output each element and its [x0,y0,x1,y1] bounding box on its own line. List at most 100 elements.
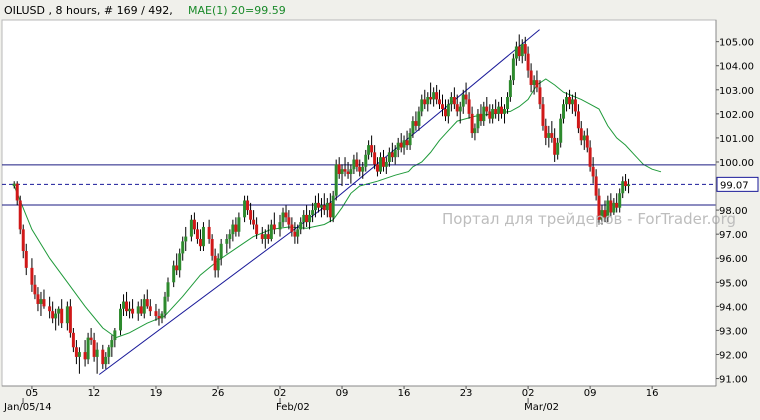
candle-body [24,251,28,268]
candle-body [621,181,625,194]
candle [600,205,604,225]
candle [458,101,462,124]
candle-body [423,99,427,105]
y-tick-label: 104.00 [719,62,754,73]
candle [449,92,453,112]
candle [550,121,554,143]
candle-body [302,214,306,223]
candle-body [449,97,453,105]
y-tick-label: 102.00 [719,110,754,121]
candle [42,289,46,309]
candle [399,133,403,153]
x-tick-label: 23 [460,388,473,399]
candle-body [154,311,158,316]
indicator-label: MAE(1) 20=99.59 [188,4,286,17]
candle [305,205,309,227]
candle-body [234,224,238,232]
candle-body [405,140,409,146]
candle [30,258,34,292]
candle-body [568,97,572,105]
candle-body [361,166,365,172]
x-tick-label: 09 [336,388,349,399]
candle-body [266,234,270,239]
candle-body [281,212,285,223]
candle [113,328,117,348]
ma-line [13,78,662,339]
candle-body [136,306,140,314]
candle [370,135,374,158]
candle [609,193,613,218]
candle-body [110,340,114,348]
candle [340,164,344,187]
candle-body [263,234,267,239]
candle [311,202,315,223]
candle-body [570,99,574,105]
candle [352,154,356,175]
candle [423,89,427,110]
candle [627,178,631,194]
candle [603,200,607,223]
candle-body [216,258,220,271]
candle-body [322,205,326,211]
candle-body [473,128,477,134]
candle-body [491,109,495,119]
candle [255,217,259,239]
candle [402,135,406,155]
candle-body [488,111,492,119]
candle [119,303,123,336]
candle [508,75,512,102]
candle-body [420,99,424,112]
candle [535,70,539,93]
candle-body [444,109,448,117]
candle-body [506,97,510,110]
candle [145,289,149,309]
candle [411,116,415,138]
candle [349,164,353,184]
trendlines [98,29,540,375]
candle-body [21,229,25,252]
candle [160,311,164,324]
candle [544,118,548,146]
candle-body [538,87,542,105]
candle [260,226,264,244]
candle [523,36,527,61]
candle [373,145,377,170]
candle [582,130,586,150]
candle-body [597,195,601,220]
candle [195,222,199,244]
watermark: Портал для трейдеров - ForTrader.org [442,210,736,228]
candle [432,87,436,107]
candle [494,99,498,119]
candle [437,89,441,110]
candle [181,236,185,261]
candle [562,99,566,124]
candle-body [408,133,412,146]
candle [414,111,418,131]
candle [526,46,530,78]
candle [95,342,99,374]
candle-body [343,169,347,172]
candle-body [520,44,524,57]
candle-body [612,202,616,213]
candle-body [364,154,368,167]
candle [444,99,448,122]
candle [541,97,545,131]
x-tick-label: 02 [274,388,287,399]
candle [585,128,589,153]
candle [60,299,64,329]
candle-body [511,58,515,81]
candle-body [337,164,341,175]
candle [316,193,320,213]
candle-body [15,183,19,201]
candle [588,140,592,172]
candle [36,287,40,312]
candle-body [33,284,37,295]
candle-body [500,106,504,114]
x-tick-label: 16 [398,388,411,399]
candle-body [576,111,580,129]
candle-body [160,313,164,319]
candle [263,229,267,249]
candle [163,291,167,319]
